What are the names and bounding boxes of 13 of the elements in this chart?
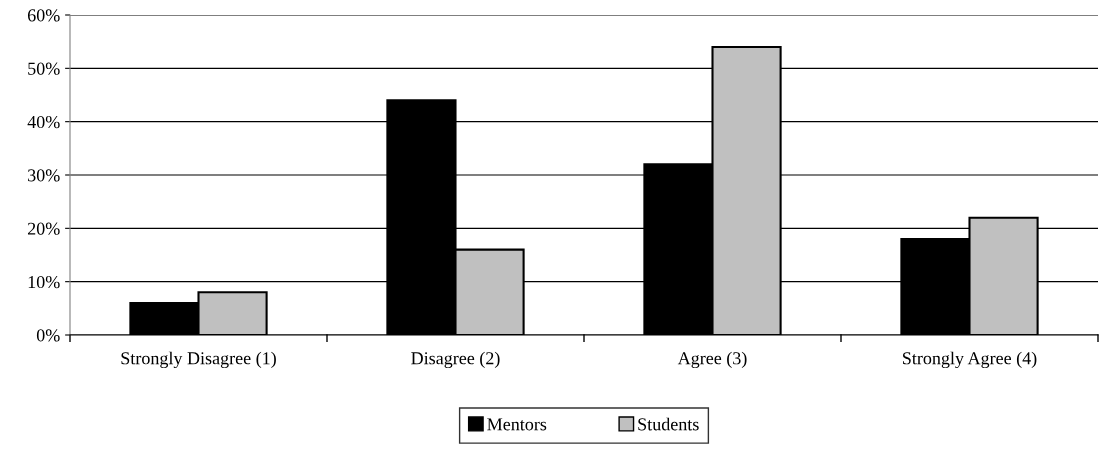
legend-label: Students (638, 417, 699, 431)
x-tick-label: Strongly Agree (4) (903, 351, 1037, 369)
y-tick-label: 60% (27, 9, 60, 22)
y-tick-label: 10% (28, 275, 60, 289)
x-tick-label: Agree (3) (677, 351, 747, 369)
y-tick-label: 0% (36, 329, 60, 342)
x-tick-label: Strongly Disagree (1) (121, 351, 276, 369)
x-tick-label: Disagree (2) (411, 351, 500, 369)
y-tick-label: 40% (27, 115, 60, 129)
y-tick-label: 50% (28, 62, 60, 75)
y-tick-label: 30% (28, 169, 60, 182)
y-tick-label: 20% (27, 222, 60, 235)
legend-label: Mentors (487, 418, 547, 431)
